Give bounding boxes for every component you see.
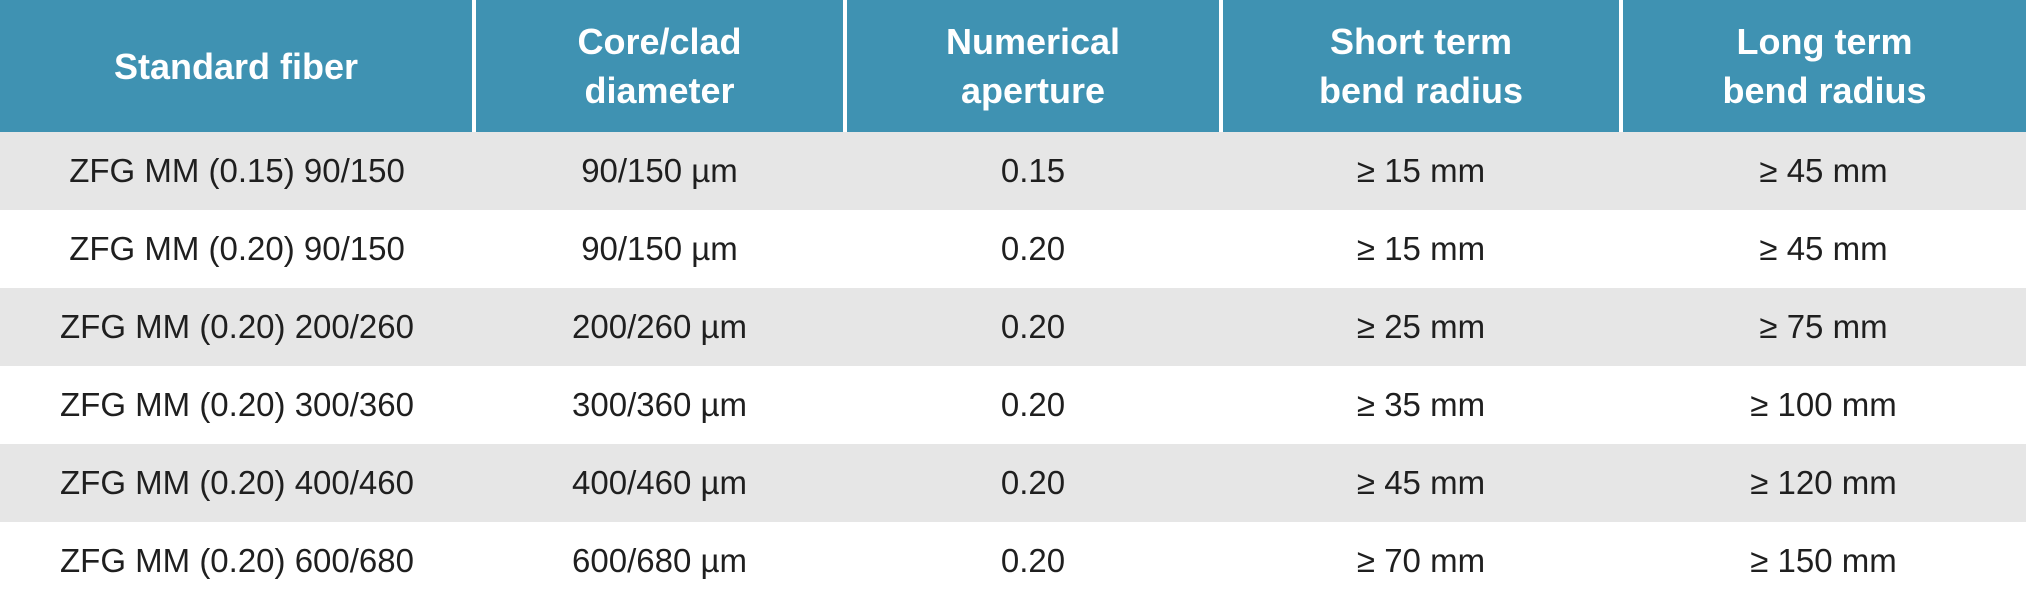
cell-core-clad-diameter: 200/260 µm [474, 288, 845, 366]
cell-standard-fiber: ZFG MM (0.20) 200/260 [0, 288, 474, 366]
table-body: ZFG MM (0.15) 90/150 90/150 µm 0.15 ≥ 15… [0, 132, 2026, 600]
cell-long-term-bend-radius: ≥ 150 mm [1621, 522, 2026, 600]
cell-numerical-aperture: 0.20 [845, 210, 1221, 288]
cell-standard-fiber: ZFG MM (0.20) 400/460 [0, 444, 474, 522]
cell-long-term-bend-radius: ≥ 45 mm [1621, 210, 2026, 288]
table-row: ZFG MM (0.20) 90/150 90/150 µm 0.20 ≥ 15… [0, 210, 2026, 288]
header-line: bend radius [1722, 70, 1927, 111]
table-row: ZFG MM (0.15) 90/150 90/150 µm 0.15 ≥ 15… [0, 132, 2026, 210]
header-line: Short term [1329, 21, 1513, 62]
cell-short-term-bend-radius: ≥ 70 mm [1221, 522, 1621, 600]
cell-short-term-bend-radius: ≥ 15 mm [1221, 210, 1621, 288]
cell-core-clad-diameter: 90/150 µm [474, 132, 845, 210]
cell-numerical-aperture: 0.20 [845, 444, 1221, 522]
cell-core-clad-diameter: 90/150 µm [474, 210, 845, 288]
cell-long-term-bend-radius: ≥ 120 mm [1621, 444, 2026, 522]
cell-long-term-bend-radius: ≥ 75 mm [1621, 288, 2026, 366]
table-row: ZFG MM (0.20) 400/460 400/460 µm 0.20 ≥ … [0, 444, 2026, 522]
header-line: aperture [960, 70, 1106, 111]
cell-standard-fiber: ZFG MM (0.20) 90/150 [0, 210, 474, 288]
table-row: ZFG MM (0.20) 200/260 200/260 µm 0.20 ≥ … [0, 288, 2026, 366]
cell-short-term-bend-radius: ≥ 45 mm [1221, 444, 1621, 522]
header-core-clad-diameter: Core/clad diameter [472, 0, 845, 132]
header-long-term-bend-radius: Long term bend radius [1619, 0, 2026, 132]
table-row: ZFG MM (0.20) 300/360 300/360 µm 0.20 ≥ … [0, 366, 2026, 444]
header-line: bend radius [1318, 70, 1524, 111]
cell-short-term-bend-radius: ≥ 25 mm [1221, 288, 1621, 366]
cell-short-term-bend-radius: ≥ 35 mm [1221, 366, 1621, 444]
cell-numerical-aperture: 0.15 [845, 132, 1221, 210]
cell-short-term-bend-radius: ≥ 15 mm [1221, 132, 1621, 210]
cell-numerical-aperture: 0.20 [845, 288, 1221, 366]
cell-core-clad-diameter: 400/460 µm [474, 444, 845, 522]
header-line: Standard fiber [113, 45, 359, 87]
cell-numerical-aperture: 0.20 [845, 522, 1221, 600]
header-row: Standard fiber Core/clad diameter Numeri… [0, 0, 2026, 132]
header-line: diameter [584, 70, 735, 111]
cell-numerical-aperture: 0.20 [845, 366, 1221, 444]
cell-long-term-bend-radius: ≥ 45 mm [1621, 132, 2026, 210]
header-standard-fiber: Standard fiber [0, 0, 474, 132]
cell-standard-fiber: ZFG MM (0.20) 600/680 [0, 522, 474, 600]
cell-core-clad-diameter: 300/360 µm [474, 366, 845, 444]
header-line: Numerical [945, 21, 1121, 62]
table-row: ZFG MM (0.20) 600/680 600/680 µm 0.20 ≥ … [0, 522, 2026, 600]
cell-core-clad-diameter: 600/680 µm [474, 522, 845, 600]
header-line: Core/clad [577, 21, 742, 62]
header-line: Long term [1736, 21, 1913, 62]
cell-standard-fiber: ZFG MM (0.20) 300/360 [0, 366, 474, 444]
cell-long-term-bend-radius: ≥ 100 mm [1621, 366, 2026, 444]
header-numerical-aperture: Numerical aperture [843, 0, 1221, 132]
table-header: Standard fiber Core/clad diameter Numeri… [0, 0, 2026, 132]
cell-standard-fiber: ZFG MM (0.15) 90/150 [0, 132, 474, 210]
header-short-term-bend-radius: Short term bend radius [1219, 0, 1621, 132]
